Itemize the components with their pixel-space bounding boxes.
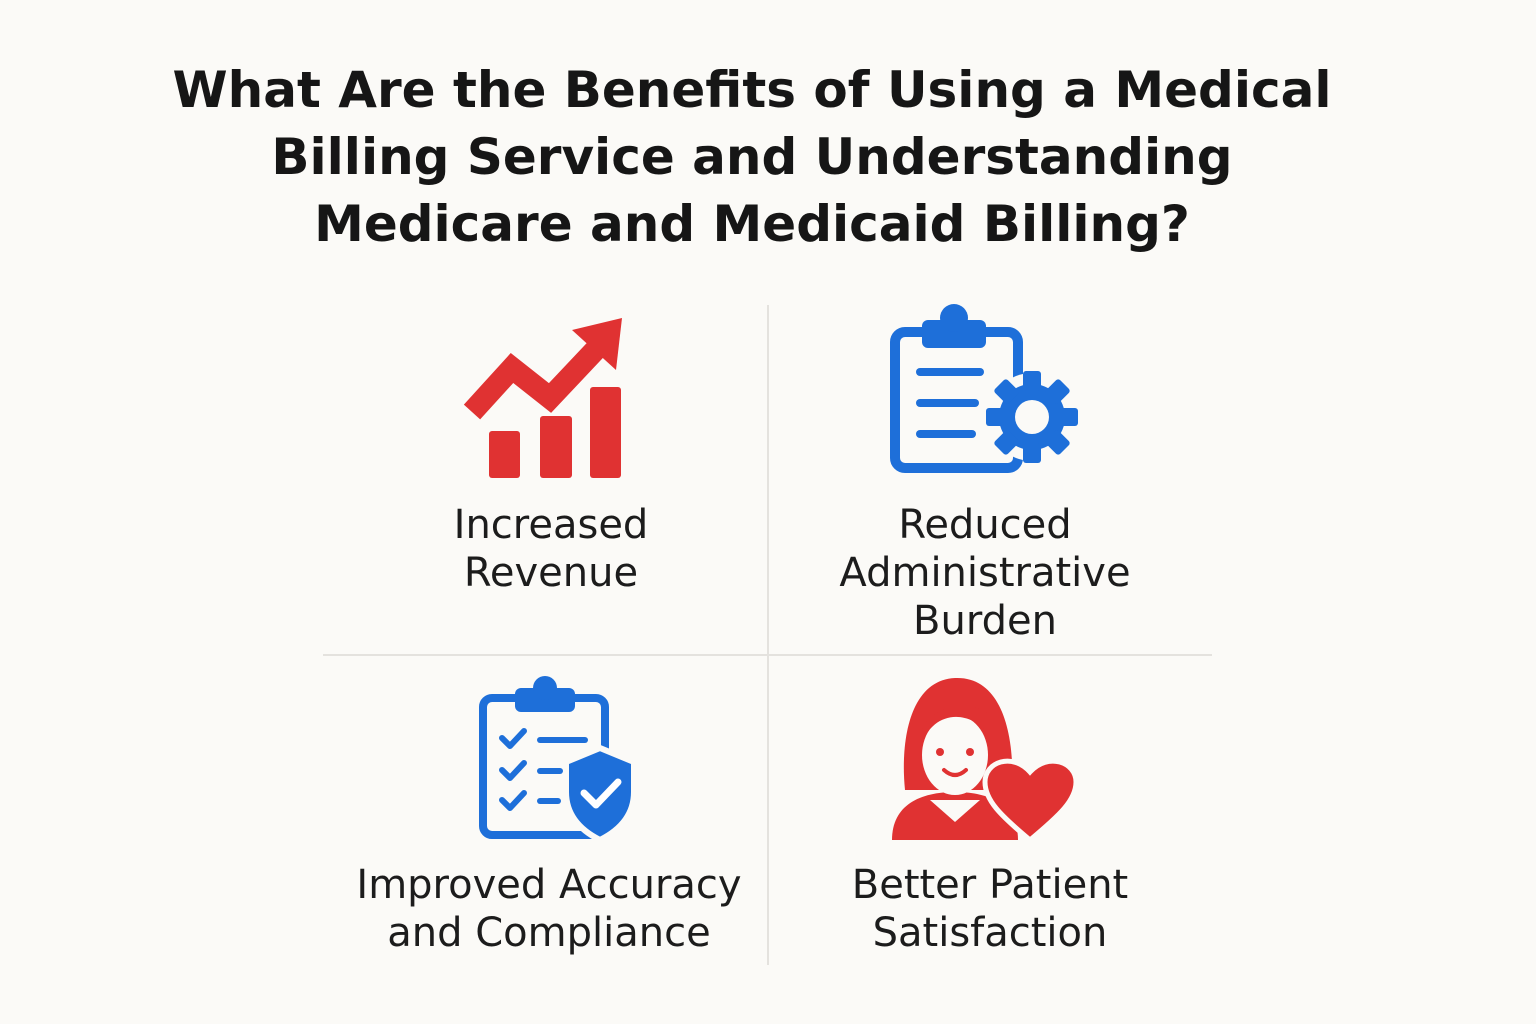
benefit-label: and Compliance <box>387 910 710 956</box>
title-line: What Are the Benefits of Using a Medical <box>172 61 1331 119</box>
patient-icon <box>892 677 1079 844</box>
title-line: Billing Service and Understanding <box>271 128 1232 186</box>
benefit-label: Satisfaction <box>873 910 1108 956</box>
benefit-label: Burden <box>913 598 1057 644</box>
revenue-icon <box>463 318 622 478</box>
benefit-label: Revenue <box>464 550 638 596</box>
title: What Are the Benefits of Using a Medical… <box>172 61 1331 253</box>
benefit-label: Reduced <box>898 502 1071 548</box>
benefit-label: Increased <box>454 502 649 548</box>
title-line: Medicare and Medicaid Billing? <box>314 195 1190 253</box>
benefit-label: Better Patient <box>852 862 1128 908</box>
benefit-label: Improved Accuracy <box>356 862 741 908</box>
admin-icon <box>890 304 1078 473</box>
benefit-label: Administrative <box>839 550 1130 596</box>
compliance-icon <box>479 676 637 844</box>
